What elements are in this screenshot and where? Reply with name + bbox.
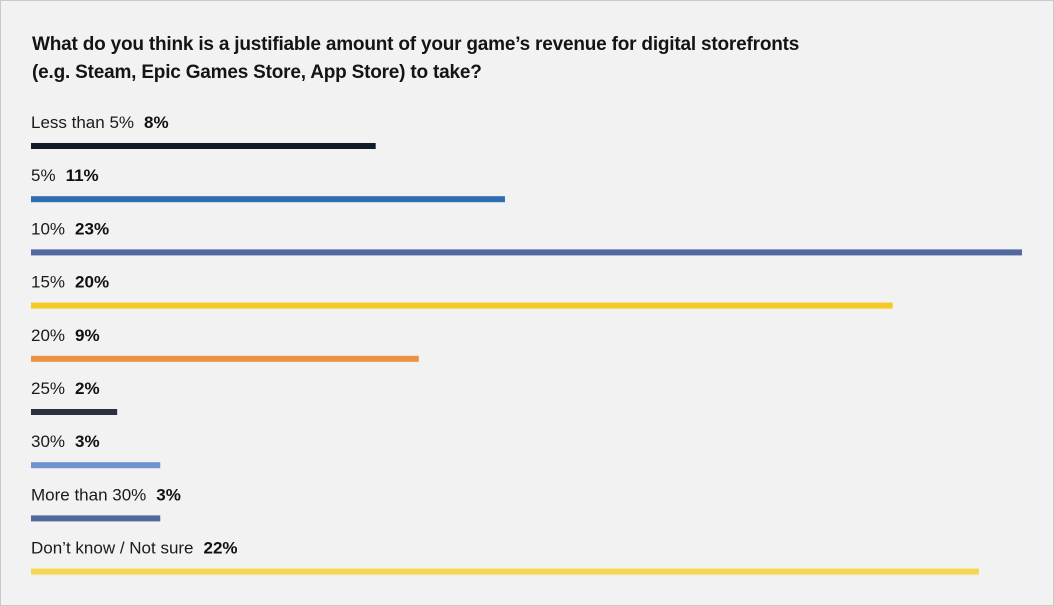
value-label: 3% <box>156 485 181 504</box>
bar <box>31 409 118 415</box>
value-label: 9% <box>75 326 100 345</box>
value-label: 8% <box>144 113 169 132</box>
value-label: 3% <box>75 432 100 451</box>
chart-title: What do you think is a justifiable amoun… <box>32 31 1032 87</box>
category-label: 5% <box>31 166 56 185</box>
category-label: 10% <box>31 219 65 238</box>
category-label: More than 30% <box>31 485 146 504</box>
chart-title-line2: (e.g. Steam, Epic Games Store, App Store… <box>32 62 482 83</box>
category-label: Don’t know / Not sure <box>31 539 194 558</box>
category-label: 15% <box>31 273 65 292</box>
category-label: Less than 5% <box>31 113 134 132</box>
value-label: 23% <box>75 219 109 238</box>
bar <box>31 249 1022 256</box>
chart-title-line1: What do you think is a justifiable amoun… <box>32 34 800 55</box>
bar <box>31 355 419 362</box>
bar <box>31 143 376 149</box>
value-label: 11% <box>66 166 99 185</box>
value-label: 20% <box>75 273 109 292</box>
value-label: 22% <box>204 539 238 558</box>
bar <box>31 196 505 203</box>
bar <box>31 568 979 575</box>
category-label: 30% <box>31 432 65 451</box>
bar <box>31 302 893 309</box>
category-label: 20% <box>31 326 65 345</box>
bar <box>31 462 161 469</box>
category-label: 25% <box>31 379 65 398</box>
value-label: 2% <box>75 379 100 398</box>
bar <box>31 515 161 522</box>
